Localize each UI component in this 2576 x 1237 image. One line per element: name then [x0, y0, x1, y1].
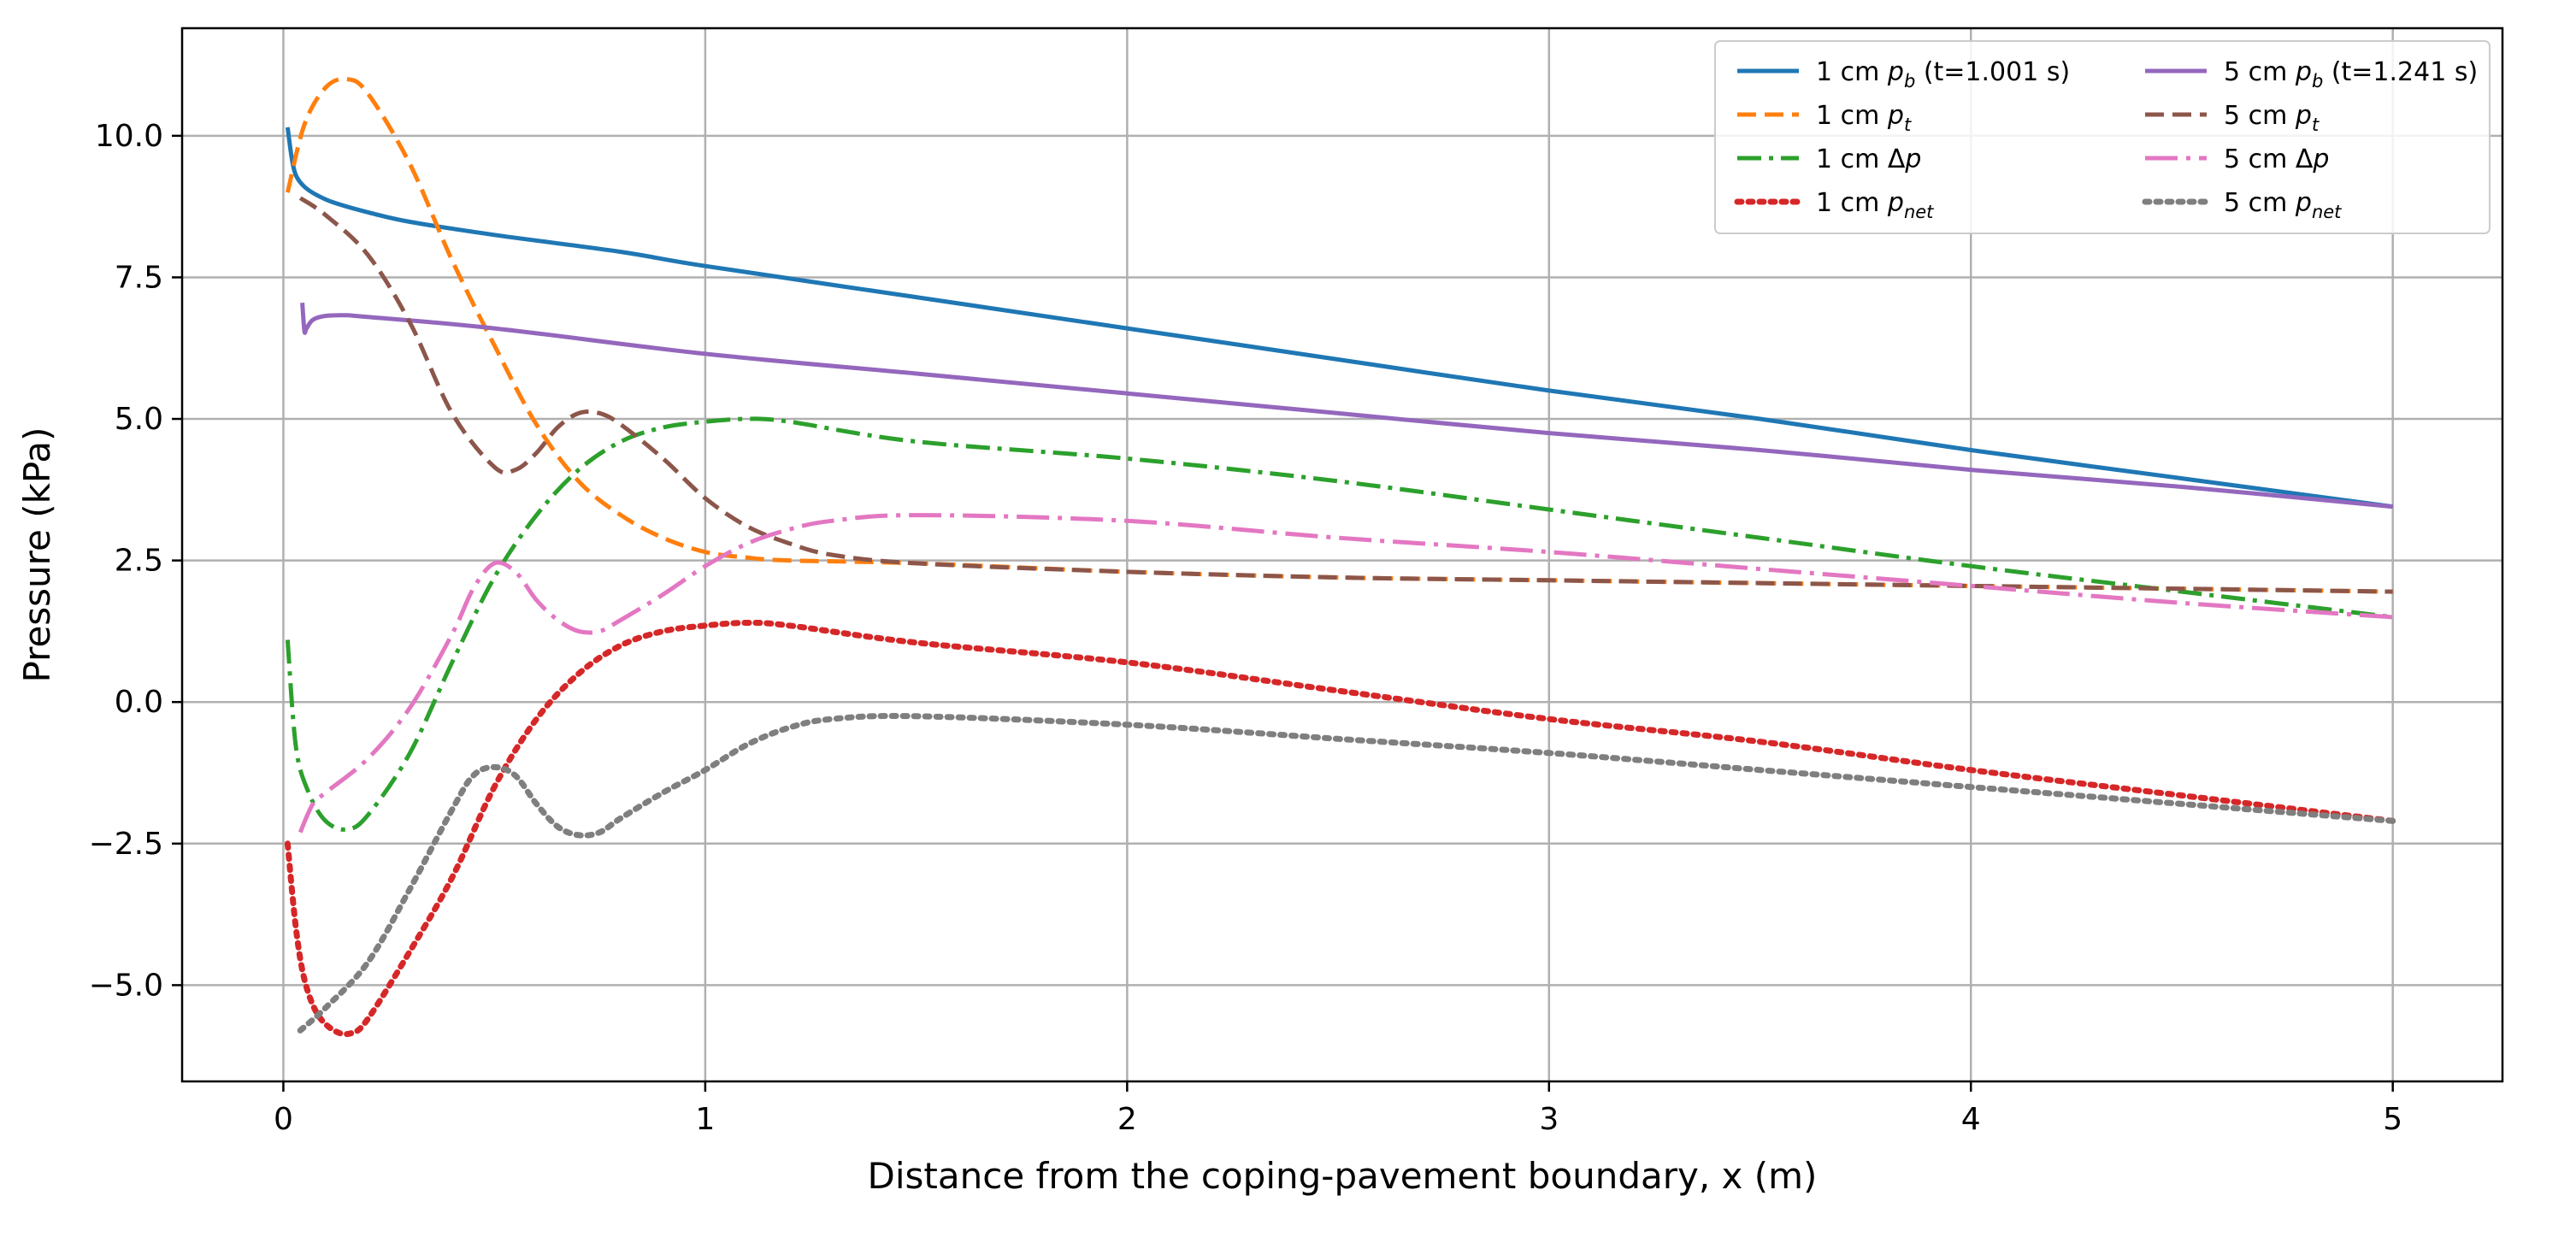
series-line-7 [298, 513, 2393, 834]
series-line-5 [300, 303, 2393, 510]
series-line-3 [285, 416, 2394, 832]
series-line-8 [297, 713, 2396, 1034]
y-tick-label: −5.0 [89, 968, 163, 1003]
x-axis-label: Distance from the coping-pavement bounda… [868, 1155, 1818, 1197]
series-line-4 [284, 619, 2396, 1038]
legend-label-8: 5 cm pnet [2224, 188, 2342, 222]
legend-label-2: 1 cm pt [1816, 101, 1912, 135]
series-line-2 [285, 76, 2393, 594]
legend-label-3: 1 cm Δp [1816, 144, 1921, 174]
x-tick-label: 4 [1961, 1102, 1981, 1137]
x-tick-label: 3 [1539, 1102, 1559, 1137]
plot-frame [180, 27, 2504, 1083]
x-tick-label: 2 [1117, 1102, 1137, 1137]
legend-label-7: 5 cm Δp [2224, 144, 2329, 174]
legend-box [1714, 40, 2491, 234]
y-tick-label: −2.5 [89, 827, 163, 862]
legend-label-4: 1 cm pnet [1816, 188, 1934, 222]
y-tick-label: 7.5 [115, 260, 163, 295]
x-tick-label: 1 [695, 1102, 715, 1137]
series-line-1 [285, 127, 2394, 510]
y-tick-label: 10.0 [95, 119, 163, 154]
legend-label-1: 1 cm pb (t=1.001 s) [1816, 57, 2070, 91]
y-axis-label: Pressure (kPa) [16, 427, 58, 683]
y-tick-label: 5.0 [115, 402, 163, 437]
y-tick-label: 2.5 [115, 544, 163, 579]
legend: 1 cm pb (t=1.001 s) 1 cm pt 1 cm Δp 1 cm pn… [1714, 40, 2491, 234]
legend-label-5: 5 cm pb (t=1.241 s) [2224, 57, 2478, 91]
axis-ticks: 0 1 2 3 4 5 −5.0 −2.5 0.0 2.5 5.0 7.5 10.0 [89, 119, 2403, 1137]
y-tick-label: 0.0 [115, 685, 163, 720]
series-line-6 [298, 196, 2393, 594]
legend-label-6: 5 cm pt [2224, 101, 2320, 135]
series-lines [284, 76, 2396, 1038]
x-tick-label: 5 [2383, 1102, 2402, 1137]
x-tick-label: 0 [274, 1102, 293, 1137]
